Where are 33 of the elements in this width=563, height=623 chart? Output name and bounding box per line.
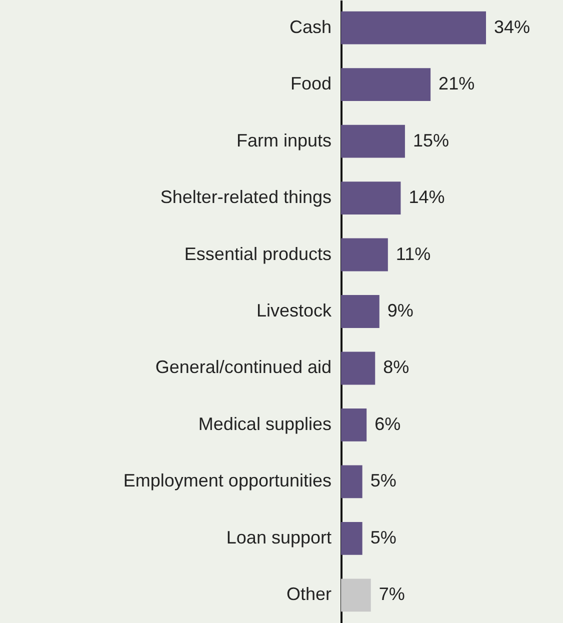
bar xyxy=(341,522,362,555)
data-label: 7% xyxy=(378,584,405,604)
bar xyxy=(341,352,376,385)
y-tick-label: Cash xyxy=(289,16,332,37)
bar xyxy=(341,182,401,214)
y-tick-label: Livestock xyxy=(256,300,332,320)
y-tick-label: Medical supplies xyxy=(198,414,332,434)
bar xyxy=(341,578,371,612)
y-tick-label: Other xyxy=(286,584,332,604)
y-tick-label: Loan support xyxy=(226,527,332,548)
data-label: 5% xyxy=(370,527,396,548)
bar xyxy=(341,238,388,272)
bar xyxy=(341,11,486,44)
y-tick-label: Essential products xyxy=(184,244,332,264)
bar xyxy=(341,68,431,101)
data-label: 11% xyxy=(396,244,431,264)
bar xyxy=(341,295,380,328)
y-tick-label: Shelter-related things xyxy=(160,187,332,208)
y-tick-label: General/continued aid xyxy=(155,357,332,378)
bar xyxy=(341,465,362,498)
data-label: 15% xyxy=(412,130,449,150)
y-tick-label: Employment opportunities xyxy=(123,470,332,491)
data-label: 34% xyxy=(494,16,530,37)
data-label: 5% xyxy=(370,470,396,491)
y-tick-label: Food xyxy=(290,74,332,94)
y-tick-label: Farm inputs xyxy=(236,130,332,150)
data-label: 21% xyxy=(438,74,475,94)
bar xyxy=(341,408,367,442)
data-label: 8% xyxy=(383,357,410,378)
bar xyxy=(341,124,405,158)
data-label: 9% xyxy=(387,300,414,320)
data-label: 6% xyxy=(374,414,401,434)
data-label: 14% xyxy=(408,187,445,208)
